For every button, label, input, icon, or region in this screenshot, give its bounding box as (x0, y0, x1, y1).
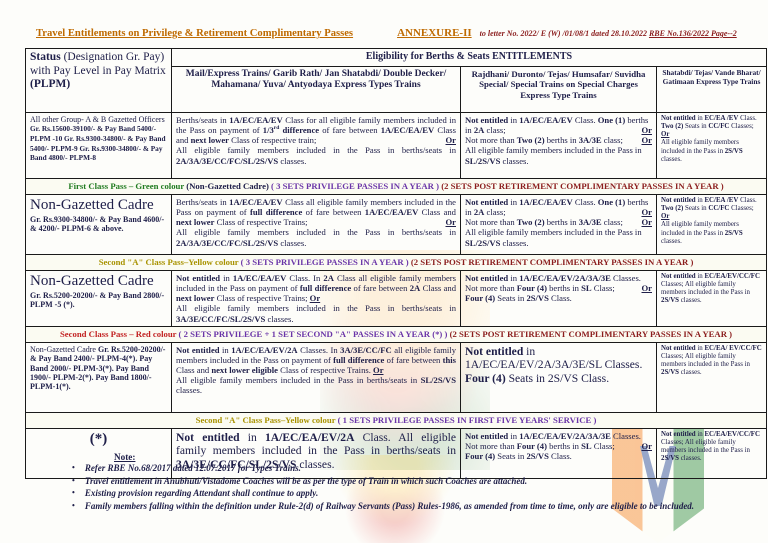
banner-second-a-class-pass-five-years: Second "A" Class Pass–Yellow colour ( 1 … (24, 411, 768, 429)
column-header-shatabdi: Shatabdi/ Tejas/ Vande Bharat/ Gatimaan … (655, 66, 768, 113)
rajdhani-cell: Not entitled in 1A/EC/EA/EV Class. One (… (460, 112, 657, 179)
note-text: Refer RBE No.68/2017 dated 12.07.2017 fo… (84, 463, 301, 473)
entitlements-table: Status (Designation Gr. Pay) with Pay Le… (24, 48, 768, 479)
note-item: • Refer RBE No.68/2017 dated 12.07.2017 … (72, 463, 762, 473)
table-row: Non-Gazetted Cadre Gr. Rs.5200-20200/- & … (25, 270, 768, 327)
table-row: All other Group- A & B Gazetted Officers… (25, 112, 768, 179)
shatabdi-cell: Not entitled in EC/EA /EV Class. Two (2) … (655, 194, 768, 255)
table-row: Non-Gazetted Cadre Gr. Rs.5200-20200/- &… (25, 341, 768, 413)
page-header: Travel Entitlements on Privilege & Retir… (36, 27, 764, 39)
bullet-icon: • (72, 475, 75, 485)
banner-text-second-a-class: Second "A" Class Pass–Yellow colour ( 3 … (24, 254, 768, 271)
rajdhani-cell: Not entitled in 1A/EC/EA/EV Class. One (… (460, 194, 657, 255)
banner-text-first-five-years: Second "A" Class Pass–Yellow colour ( 1 … (24, 411, 768, 429)
bullet-icon: • (72, 488, 75, 497)
status-cell-plpm6: Non-Gazetted Cadre Gr. Rs.9300-34800/- & … (25, 194, 172, 255)
status-cell-plpm5: Non-Gazetted Cadre Gr. Rs.5200-20200/- & … (25, 270, 172, 327)
status-cell-gazetted: All other Group- A & B Gazetted Officers… (25, 112, 172, 179)
table-row: (*) Not entitled in 1A/EC/EA/EV/2A Class… (25, 427, 768, 479)
note-item: • Existing provision regarding Attendant… (72, 488, 762, 498)
column-header-rajdhani: Rajdhani/ Duronto/ Tejas/ Humsafar/ Suvi… (460, 66, 657, 113)
banner-second-class-pass: Second Class Pass – Red colour ( 2 SETS … (24, 325, 768, 343)
note-item: • Travel entitlement in Anubhuti/Vistado… (72, 476, 762, 486)
note-text: Existing provision regarding Attendant s… (84, 488, 319, 498)
mail-express-cell: Berths/seats in 1A/EC/EA/EV Class for al… (171, 112, 461, 179)
mail-express-cell: Not entitled in 1A/EC/EA/EV Class. In 2A… (171, 270, 461, 327)
corner-header-status: Status (Designation Gr. Pay) with Pay Le… (25, 48, 172, 113)
annexure-label: ANNEXURE-II (397, 27, 472, 39)
bullet-icon: • (72, 500, 75, 510)
rajdhani-cell: Not entitled in 1A/EC/EA/EV/2A/3A/3E Cla… (460, 270, 657, 327)
letter-reference: to letter No. 2022/ E (W) /01/08/1 dated… (479, 29, 737, 38)
rajdhani-cell: Not entitled in 1A/EC/EA/EV/2A/3A/3E Cla… (460, 427, 657, 479)
mail-express-cell: Berths/seats in 1A/EC/EA/EV Class all el… (171, 194, 461, 255)
mail-express-cell: Not entitled in 1A/EC/EA/EV/2A Class. Al… (171, 427, 461, 479)
rajdhani-cell: Not entitled in 1A/EC/EA/EV/2A/3A/3E/SL … (460, 341, 657, 413)
table-row: Non-Gazetted Cadre Gr. Rs.9300-34800/- & … (25, 194, 768, 255)
shatabdi-cell: Not entitled in EC/EA /EV Class. Two (2) … (655, 112, 768, 179)
status-cell-plpm1-4: Non-Gazetted Cadre Gr. Rs.5200-20200/- &… (25, 341, 172, 413)
note-text: Travel entitlement in Anubhuti/Vistadome… (84, 475, 528, 486)
shatabdi-cell: Not entitled in EC/EA/ EV/CC/FC Classes;… (655, 341, 768, 413)
bullet-icon: • (72, 463, 75, 472)
mail-express-cell: Not entitled in 1A/EC/EA/EV/2A Classes. … (171, 341, 461, 413)
shatabdi-cell: Not entitled in EC/EA/EV/CC/FC Classes; … (655, 427, 768, 479)
status-cell-asterisk: (*) (25, 427, 172, 479)
banner-text-first-class: First Class Pass – Green colour (Non-Gaz… (24, 178, 768, 195)
page-title: Travel Entitlements on Privilege & Retir… (36, 28, 354, 39)
banner-second-a-class-pass: Second "A" Class Pass–Yellow colour ( 3 … (24, 254, 768, 271)
note-text: Family members falling within the defini… (84, 500, 695, 511)
banner-first-class-pass: First Class Pass – Green colour (Non-Gaz… (24, 178, 768, 195)
note-item: • Family members falling within the defi… (72, 501, 762, 511)
eligibility-header: Eligibility for Berths & Seats ENTITLEME… (170, 48, 768, 67)
shatabdi-cell: Not entitled in EC/EA/EV/CC/FC Classes; … (655, 270, 768, 327)
banner-text-second-class: Second Class Pass – Red colour ( 2 SETS … (24, 325, 768, 343)
notes-list: • Refer RBE No.68/2017 dated 12.07.2017 … (72, 463, 762, 511)
column-header-mail-express: Mail/Express Trains/ Garib Rath/ Jan Sha… (171, 66, 461, 113)
notes-section: Note: • Refer RBE No.68/2017 dated 12.07… (72, 452, 762, 513)
notes-heading: Note: (114, 452, 136, 462)
